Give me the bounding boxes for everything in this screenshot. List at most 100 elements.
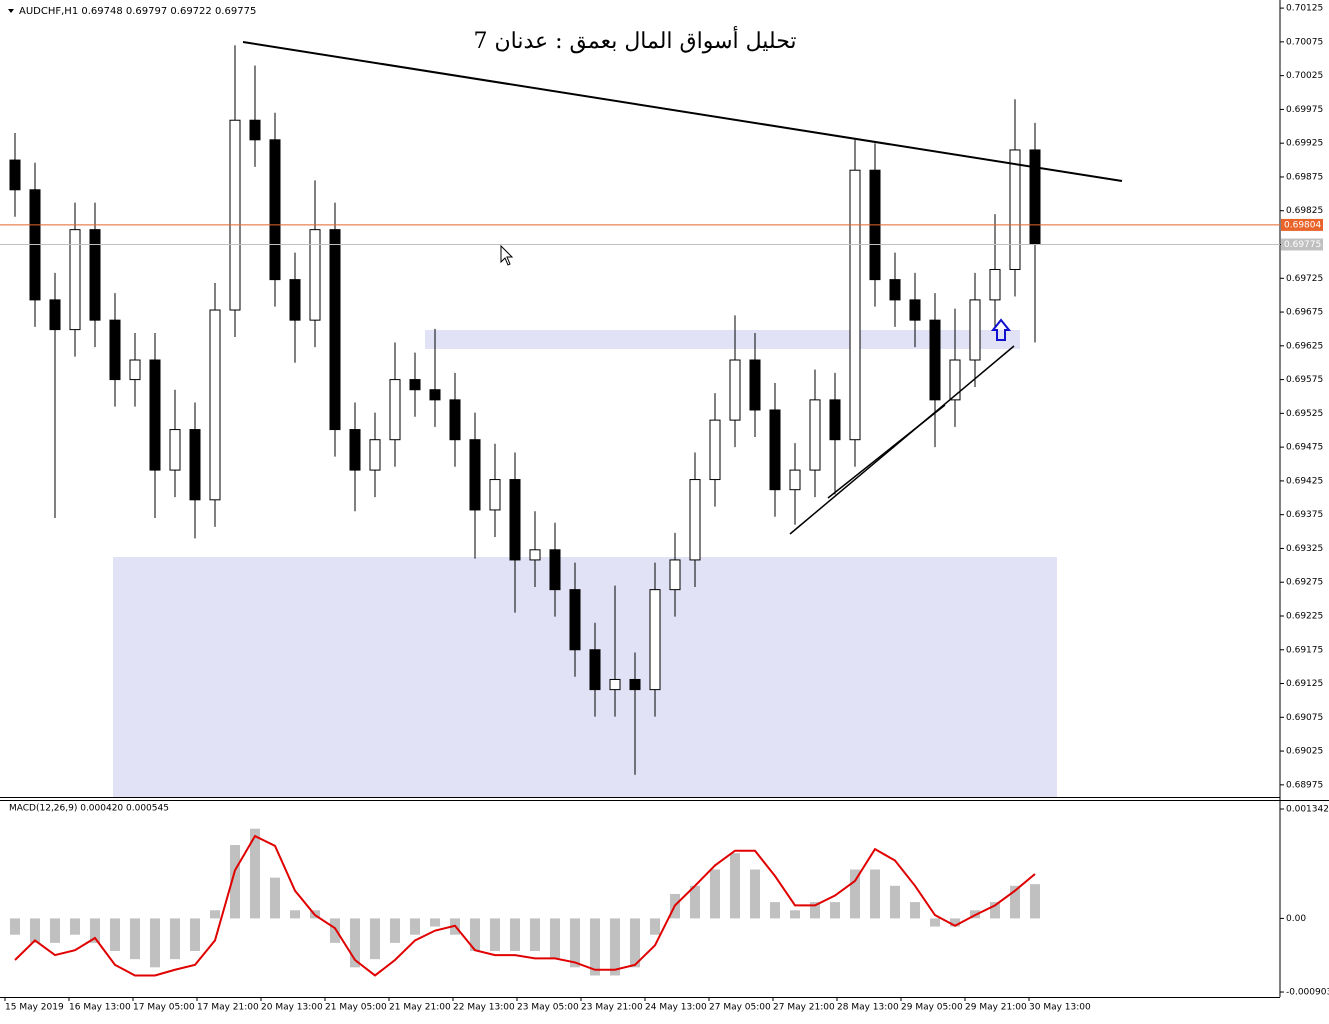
macd-bar <box>830 902 840 919</box>
y-tick-label: 0.69875 <box>1286 172 1323 182</box>
y-tick-label: 0.69125 <box>1286 679 1323 689</box>
x-tick-label: 24 May 13:00 <box>645 1003 707 1013</box>
y-tick-label: 0.001342 <box>1286 804 1329 814</box>
macd-bar <box>30 918 40 943</box>
candle-body <box>269 139 281 281</box>
candle-body <box>69 229 81 331</box>
macd-bar <box>570 918 580 968</box>
y-tick-label: 0.69975 <box>1286 105 1323 115</box>
x-tick-label: 16 May 13:00 <box>69 1003 131 1013</box>
resistance-zone <box>425 330 1020 349</box>
y-tick-label: 0.69925 <box>1286 139 1323 149</box>
y-tick-label: 0.69275 <box>1286 578 1323 588</box>
y-tick-label: 0.70075 <box>1286 37 1323 47</box>
candle-body <box>729 359 741 421</box>
price-label-box <box>1281 218 1323 231</box>
macd-bar <box>250 828 260 919</box>
y-tick-label: 0.68975 <box>1286 780 1323 790</box>
macd-bar <box>210 910 220 919</box>
candle-body <box>989 268 1001 301</box>
cursor <box>500 244 514 266</box>
macd-bar <box>330 918 340 943</box>
chart-title: تحليل أسواق المال بعمق : عدنان 7 <box>473 25 796 54</box>
macd-bar <box>550 918 560 960</box>
y-tick-label: 0.69075 <box>1286 713 1323 723</box>
demand-zone <box>113 557 1057 797</box>
candle-body <box>389 379 401 441</box>
candle-body <box>669 559 681 591</box>
x-tick-label: 23 May 21:00 <box>581 1003 643 1013</box>
candle-body <box>929 319 941 401</box>
candle-body <box>109 319 121 381</box>
x-tick-label: 21 May 21:00 <box>389 1003 451 1013</box>
macd-bar <box>130 918 140 960</box>
macd-bar <box>930 918 940 927</box>
candle-body <box>709 419 721 481</box>
macd-bar <box>610 918 620 976</box>
candle-body <box>9 159 21 191</box>
y-tick-label: 0.69025 <box>1286 747 1323 757</box>
macd-bar <box>870 869 880 919</box>
candle-body <box>809 399 821 471</box>
candle-body <box>129 359 141 381</box>
x-tick-label: 30 May 13:00 <box>1029 1003 1091 1013</box>
candle-body <box>189 429 201 501</box>
x-tick-label: 20 May 13:00 <box>261 1003 323 1013</box>
macd-bar <box>290 910 300 919</box>
y-tick-label: -0.000903 <box>1286 988 1329 998</box>
candle-body <box>829 399 841 441</box>
menu-triangle[interactable] <box>8 9 14 13</box>
candle-body <box>249 119 261 141</box>
x-tick-label: 29 May 21:00 <box>965 1003 1027 1013</box>
x-tick-label: 17 May 21:00 <box>197 1003 259 1013</box>
y-tick-label: 0.70025 <box>1286 71 1323 81</box>
up-arrow <box>990 318 1012 341</box>
macd-bar <box>350 918 360 968</box>
macd-bar <box>690 885 700 919</box>
candle-body <box>789 469 801 491</box>
macd-bar <box>850 869 860 919</box>
x-tick-label: 23 May 05:00 <box>517 1003 579 1013</box>
macd-header: MACD(12,26,9) 0.000420 0.000545 <box>9 804 169 814</box>
candle-body <box>749 359 761 411</box>
symbol-header: AUDCHF,H1 0.69748 0.69797 0.69722 0.6977… <box>19 6 256 17</box>
candle-body <box>1029 149 1041 246</box>
macd-bar <box>270 877 280 919</box>
candle-body <box>449 399 461 441</box>
candle-body <box>149 359 161 471</box>
candle-body <box>229 119 241 311</box>
x-tick-label: 27 May 21:00 <box>773 1003 835 1013</box>
candle-body <box>89 229 101 321</box>
candle-body <box>489 479 501 511</box>
macd-bar <box>630 918 640 968</box>
macd-bar <box>770 902 780 919</box>
candle-body <box>409 379 421 391</box>
x-tick-label: 17 May 05:00 <box>133 1003 195 1013</box>
macd-bar <box>390 918 400 943</box>
macd-bar <box>650 918 660 935</box>
macd-bar <box>150 918 160 968</box>
candle-body <box>369 439 381 471</box>
macd-bar <box>90 918 100 943</box>
x-tick-label: 27 May 05:00 <box>709 1003 771 1013</box>
macd-bar <box>810 902 820 919</box>
y-tick-label: 0.69825 <box>1286 206 1323 216</box>
macd-bar <box>590 918 600 976</box>
candle-body <box>649 589 661 691</box>
candle-body <box>629 678 641 691</box>
candle-body <box>1009 149 1021 270</box>
candle-body <box>609 678 621 691</box>
y-tick-label: 0.69175 <box>1286 645 1323 655</box>
candle-body <box>769 409 781 491</box>
macd-bar <box>710 869 720 919</box>
macd-bar <box>70 918 80 935</box>
candle-body <box>569 589 581 651</box>
macd-bar <box>730 853 740 919</box>
candle-body <box>849 169 861 441</box>
macd-bar <box>50 918 60 943</box>
candle-body <box>169 429 181 471</box>
candle-body <box>349 429 361 471</box>
